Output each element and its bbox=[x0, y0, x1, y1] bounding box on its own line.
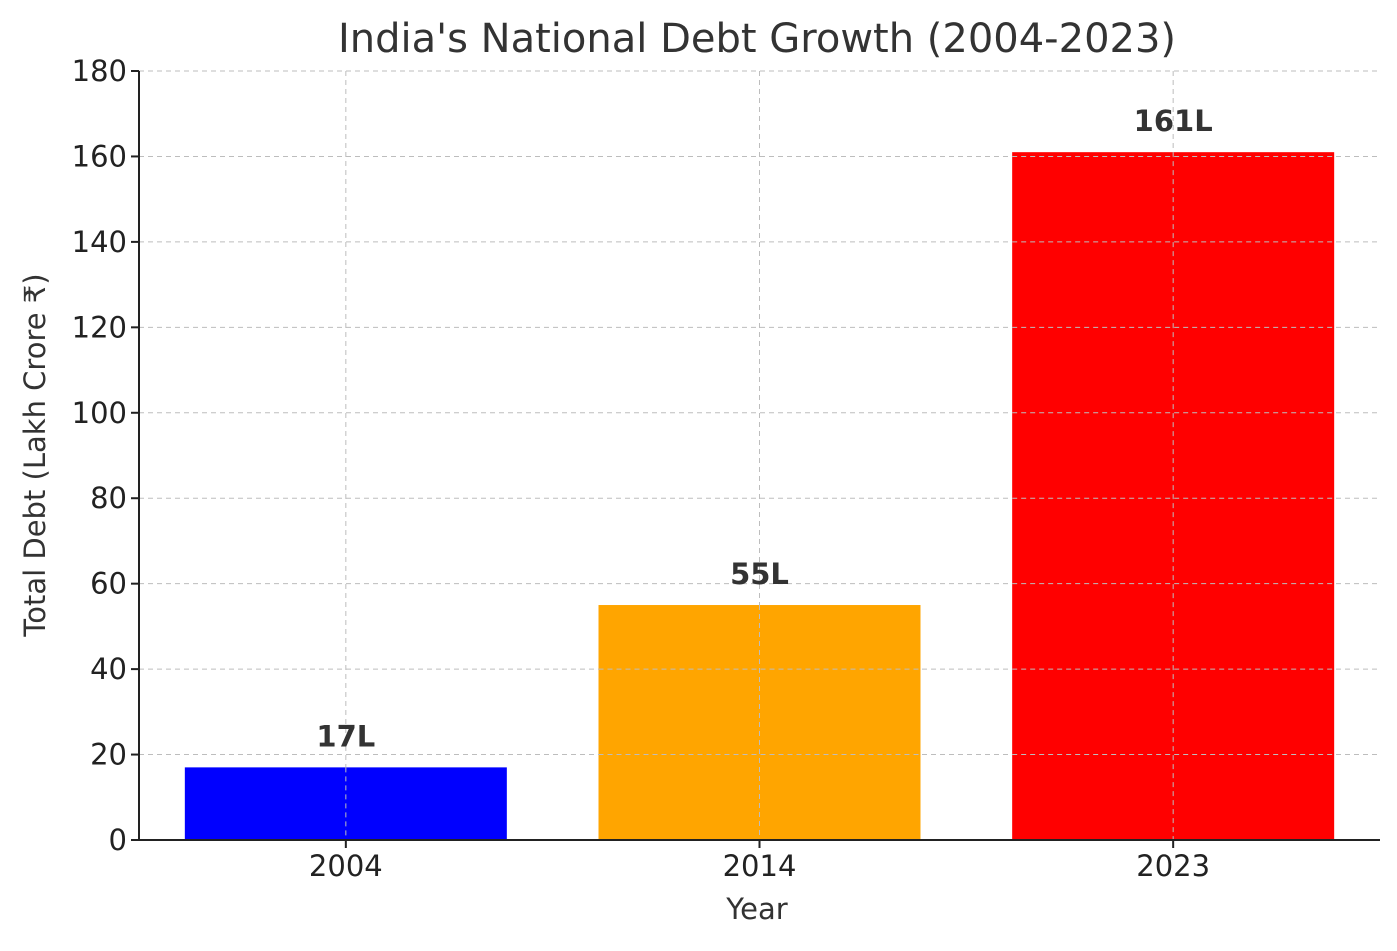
x-axis-ticks: 2004 2014 2023 bbox=[309, 840, 1210, 883]
y-axis-ticks: 0 20 40 60 80 100 120 140 160 180 bbox=[72, 54, 139, 857]
bar-value-label: 161L bbox=[1134, 104, 1213, 138]
bars bbox=[184, 152, 1335, 840]
bar-value-labels: 17L 55L 161L bbox=[316, 104, 1212, 753]
y-tick-label: 80 bbox=[90, 481, 127, 515]
x-tick-label: 2023 bbox=[1136, 849, 1210, 883]
chart-title: India's National Debt Growth (2004-2023) bbox=[338, 16, 1176, 62]
y-tick-label: 0 bbox=[109, 823, 127, 857]
y-tick-label: 120 bbox=[72, 310, 127, 344]
y-tick-label: 60 bbox=[90, 567, 127, 601]
y-tick-label: 40 bbox=[90, 652, 127, 686]
x-tick-label: 2014 bbox=[723, 849, 797, 883]
y-tick-label: 140 bbox=[72, 225, 127, 259]
y-tick-label: 100 bbox=[72, 396, 127, 430]
bar-value-label: 17L bbox=[316, 719, 375, 753]
y-tick-label: 180 bbox=[72, 54, 127, 88]
y-axis-label: Total Debt (Lakh Crore ₹) bbox=[18, 273, 52, 637]
y-tick-label: 160 bbox=[72, 139, 127, 173]
x-axis-label: Year bbox=[725, 892, 787, 926]
x-tick-label: 2004 bbox=[309, 849, 383, 883]
y-tick-label: 20 bbox=[90, 738, 127, 772]
bar-value-label: 55L bbox=[730, 557, 789, 591]
